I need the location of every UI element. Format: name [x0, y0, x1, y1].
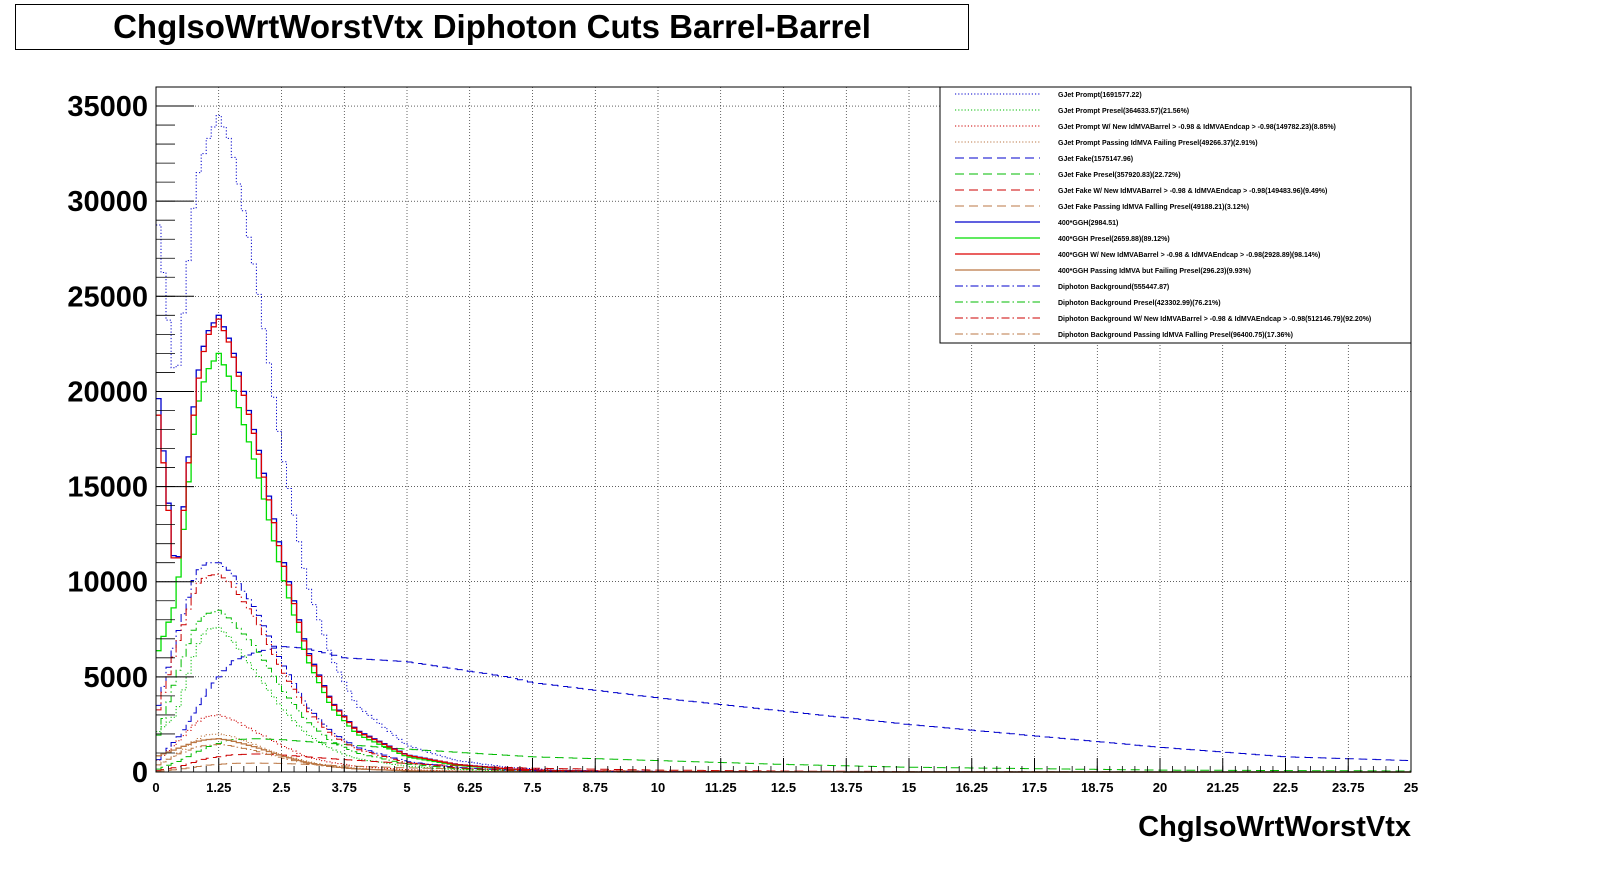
legend-entry: GJet Fake Presel(357920.83)(22.72%) [1058, 172, 1181, 179]
legend-box [939, 86, 1412, 344]
x-tick-label: 17.5 [1022, 780, 1047, 795]
legend-entry: GJet Prompt Passing IdMVA Failing Presel… [1058, 140, 1258, 147]
axes: 0 1.25 2.5 3.75 5 6.25 7.5 8.75 10 11.25 12.5 13.75… [67, 86, 1418, 795]
x-tick-label: 0 [152, 780, 159, 795]
x-tick-label: 8.75 [583, 780, 608, 795]
x-tick-label: 13.75 [830, 780, 863, 795]
series-line-6 [156, 738, 1411, 772]
x-tick-label: 1.25 [206, 780, 231, 795]
y-tick-label: 20000 [67, 376, 148, 408]
legend-entry: GJet Fake(1575147.96) [1058, 156, 1133, 163]
y-tick-label: 15000 [67, 472, 148, 504]
x-tick-label: 21.25 [1206, 780, 1239, 795]
x-axis-label: ChgIsoWrtWorstVtx [1138, 811, 1411, 843]
legend-entry: Diphoton Background W/ New IdMVABarrel >… [1058, 316, 1371, 323]
x-tick-label: 10 [651, 780, 665, 795]
x-tick-label: 20 [1153, 780, 1167, 795]
legend-entry: Diphoton Background(555447.87) [1058, 284, 1169, 291]
legend-entry: GJet Prompt(1691577.22) [1058, 92, 1142, 99]
legend-entry: 400*GGH Passing IdMVA but Failing Presel… [1058, 268, 1251, 275]
chart-title: ChgIsoWrtWorstVtx Diphoton Cuts Barrel-B… [113, 8, 871, 45]
grid-lines [156, 87, 1411, 772]
series-line-3 [156, 714, 1411, 773]
legend-entry: GJet Prompt W/ New IdMVABarrel > -0.98 &… [1058, 124, 1336, 131]
x-tick-label: 18.75 [1081, 780, 1114, 795]
x-tick-label: 12.5 [771, 780, 796, 795]
x-tick-label: 5 [403, 780, 410, 795]
y-tick-label: 10000 [67, 567, 148, 599]
series-line-7 [156, 753, 1411, 773]
x-tick-label: 23.75 [1332, 780, 1365, 795]
x-tick-label: 2.5 [272, 780, 290, 795]
legend-entry: GJet Fake Passing IdMVA Falling Presel(4… [1058, 204, 1249, 211]
series-line-5 [156, 646, 1411, 761]
legend: GJet Prompt(1691577.22) GJet Prompt Prese… [939, 86, 1412, 344]
x-tick-label: 22.5 [1273, 780, 1298, 795]
y-tick-label: 0 [132, 757, 148, 789]
x-tick-label: 7.5 [523, 780, 541, 795]
x-tick-label: 3.75 [332, 780, 357, 795]
x-tick-label: 6.25 [457, 780, 482, 795]
y-tick-label: 5000 [83, 662, 148, 694]
x-tick-label: 16.25 [955, 780, 988, 795]
x-tick-label: 11.25 [705, 780, 737, 795]
legend-entry: Diphoton Background Presel(423302.99)(76… [1058, 300, 1221, 307]
y-tick-label: 30000 [67, 186, 148, 218]
x-tick-label: 25 [1404, 780, 1418, 795]
y-tick-label: 35000 [67, 91, 148, 123]
chart-title-box: ChgIsoWrtWorstVtx Diphoton Cuts Barrel-B… [15, 4, 969, 50]
legend-entry: 400*GGH(2984.51) [1058, 220, 1118, 227]
legend-entry: GJet Prompt Presel(364633.57)(21.56%) [1058, 108, 1189, 115]
legend-entry: 400*GGH W/ New IdMVABarrel > -0.98 & IdM… [1058, 252, 1320, 259]
legend-entry: GJet Fake W/ New IdMVABarrel > -0.98 & I… [1058, 188, 1327, 195]
legend-entry: 400*GGH Presel(2659.88)(89.12%) [1058, 236, 1170, 243]
y-tick-label: 25000 [67, 281, 148, 313]
series-line-10 [156, 352, 1411, 773]
series-line-2 [156, 626, 1411, 773]
x-tick-label: 15 [902, 780, 916, 795]
legend-entry: Diphoton Background Passing IdMVA Fallin… [1058, 332, 1293, 339]
